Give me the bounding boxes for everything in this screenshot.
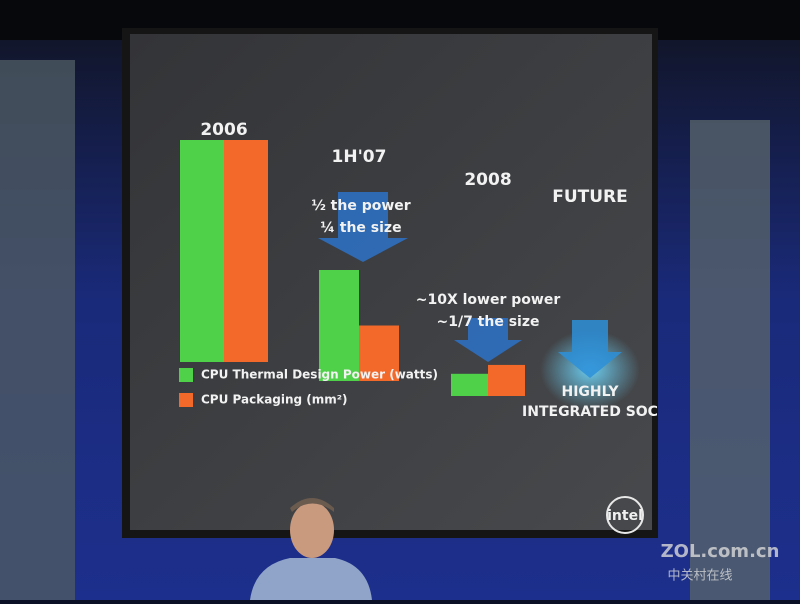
pillar — [0, 60, 75, 600]
person-shirt — [250, 558, 372, 600]
bar — [180, 140, 224, 362]
category-label: 2008 — [464, 170, 511, 190]
legend-swatch — [179, 393, 193, 407]
category-label: 2006 — [200, 120, 247, 140]
bar — [224, 140, 268, 362]
category-label: FUTURE — [552, 187, 628, 207]
arrow — [454, 318, 522, 362]
category-label: 1H'07 — [332, 147, 387, 167]
annotation: ½ the power — [311, 198, 410, 214]
watermark: ZOL.com.cn — [661, 541, 780, 562]
logo: intel — [607, 508, 643, 524]
bar — [319, 270, 359, 381]
pillar — [690, 120, 770, 600]
bar — [359, 325, 399, 381]
legend-label: CPU Packaging (mm²) — [201, 393, 348, 407]
person-hair — [290, 498, 334, 512]
watermark: 中关村在线 — [667, 569, 732, 584]
arrow — [558, 320, 622, 378]
bar — [488, 364, 525, 396]
person-head — [290, 502, 334, 558]
arrow — [318, 192, 408, 262]
logo-ring — [606, 496, 644, 534]
annotation: HIGHLY — [561, 384, 619, 400]
bar — [451, 373, 488, 396]
annotation: ¼ the size — [320, 220, 401, 236]
annotation: ~10X lower power — [416, 292, 561, 308]
annotation: INTEGRATED SOC — [522, 404, 658, 420]
legend-swatch — [179, 368, 193, 382]
legend-label: CPU Thermal Design Power (watts) — [201, 368, 438, 382]
annotation: ~1/7 the size — [436, 314, 539, 330]
